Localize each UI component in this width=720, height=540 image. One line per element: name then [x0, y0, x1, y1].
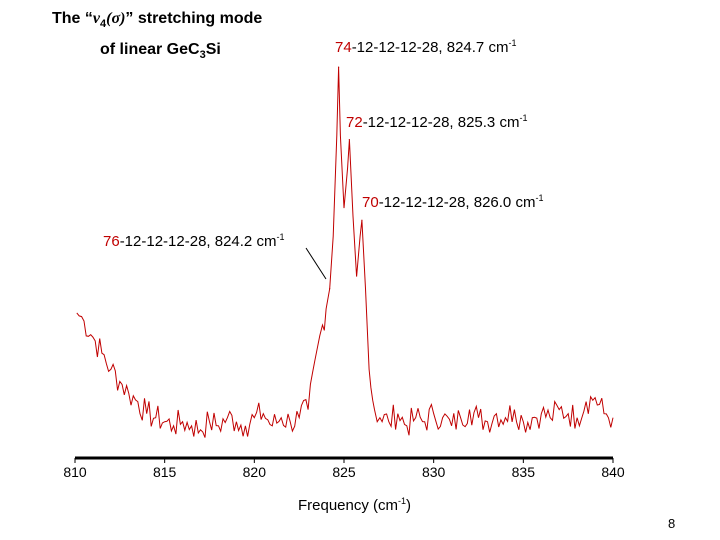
- peak-point: [361, 219, 363, 221]
- x-tick-group: [74, 458, 614, 463]
- x-tick-label-group: 810 815 820 825 830 835 840: [63, 464, 625, 480]
- x-tick-label: 830: [422, 464, 446, 480]
- page-number: 8: [668, 516, 676, 531]
- x-tick-label: 840: [601, 464, 625, 480]
- x-tick-label: 815: [153, 464, 177, 480]
- annotation-leader-76: [305, 247, 327, 280]
- title-line-2: of linear GeC3Si: [100, 41, 221, 62]
- peak-point: [348, 139, 350, 141]
- peak-point: [338, 66, 340, 68]
- spectrum-trace: [76, 67, 614, 438]
- annotation-76: 76-12-12-12-28, 824.2 cm-1: [103, 232, 285, 250]
- sigma-symbol: (σ): [106, 10, 126, 27]
- peak-point: [329, 288, 331, 290]
- x-tick-label: 820: [243, 464, 267, 480]
- slide-title: The “ν4(σ)” stretching mode of linear Ge…: [52, 6, 262, 68]
- nu-symbol: ν: [92, 10, 100, 27]
- x-tick-label: 825: [332, 464, 356, 480]
- x-tick-label: 835: [512, 464, 536, 480]
- annotation-74: 74-12-12-12-28, 824.7 cm-1: [335, 38, 517, 56]
- annotation-70: 70-12-12-12-28, 826.0 cm-1: [362, 193, 544, 211]
- x-axis-label: Frequency (cm-1): [298, 496, 412, 514]
- title-line-1: The “ν4(σ)” stretching mode: [52, 10, 263, 31]
- annotation-72: 72-12-12-12-28, 825.3 cm-1: [346, 113, 528, 131]
- x-tick-label: 810: [63, 464, 87, 480]
